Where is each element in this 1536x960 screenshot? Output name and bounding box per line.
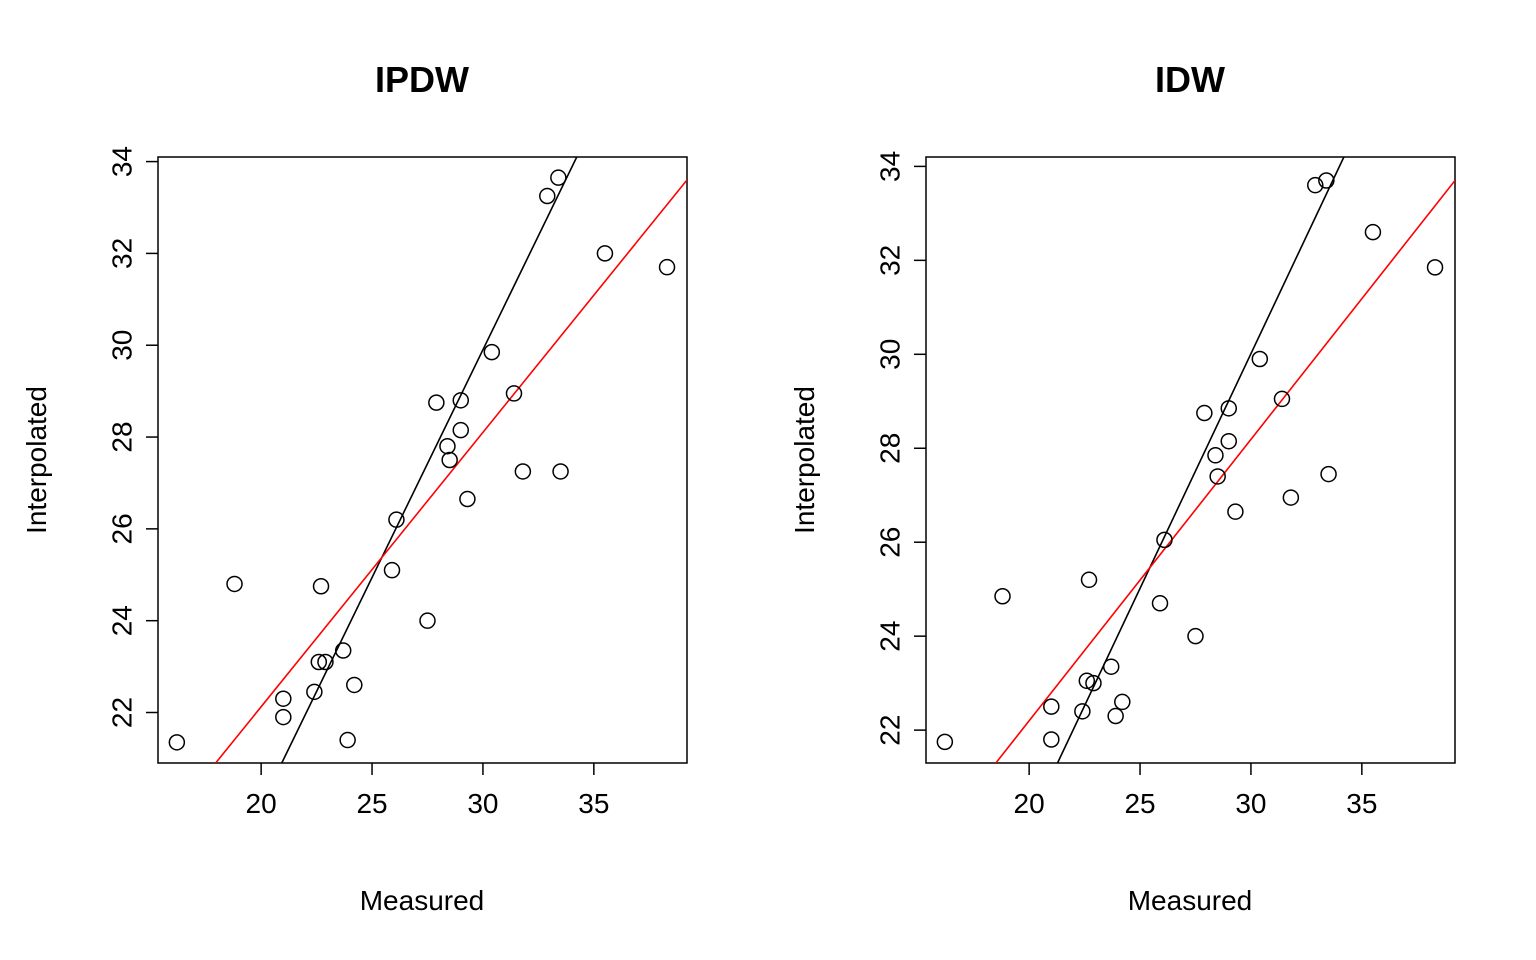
data-point: [550, 169, 567, 186]
x-tick-label: 20: [246, 788, 277, 819]
data-point: [346, 676, 363, 694]
data-point: [1043, 731, 1060, 748]
plot-lines: [215, 157, 687, 763]
panel-title: IDW: [1155, 59, 1225, 100]
data-point: [1196, 404, 1213, 422]
data-point: [1220, 432, 1238, 450]
data-point: [1043, 698, 1060, 715]
data-point: [1426, 259, 1444, 276]
data-point: [936, 733, 954, 751]
data-point: [514, 463, 532, 480]
data-point: [452, 421, 470, 439]
data-point: [1307, 176, 1324, 194]
y-tick-label: 28: [107, 421, 138, 452]
plot-lines: [995, 157, 1455, 763]
data-point: [1156, 531, 1173, 549]
data-point: [1227, 503, 1244, 520]
data-point: [383, 561, 401, 579]
x-tick-label: 25: [1124, 788, 1155, 819]
x-tick-label: 35: [1346, 788, 1377, 819]
data-point: [275, 690, 292, 707]
y-tick-label: 30: [107, 330, 138, 361]
identity-line: [995, 179, 1455, 763]
data-point: [334, 642, 352, 659]
data-point: [312, 578, 330, 595]
y-tick-label: 34: [875, 151, 906, 182]
fit-line: [281, 157, 578, 763]
y-tick-label: 24: [107, 605, 138, 636]
data-point: [1187, 627, 1204, 645]
data-point: [1114, 693, 1131, 711]
y-tick-label: 28: [875, 433, 906, 464]
data-point: [339, 731, 356, 749]
data-point: [505, 385, 523, 402]
data-point: [1318, 172, 1335, 189]
data-point: [226, 575, 243, 593]
data-point: [1251, 350, 1269, 368]
y-tick-label: 24: [875, 621, 906, 652]
data-point: [419, 612, 436, 629]
data-point: [317, 653, 334, 671]
plot-frame: [157, 156, 688, 764]
data-point: [439, 437, 456, 455]
data-point: [539, 187, 556, 205]
data-point: [441, 451, 458, 469]
data-point: [310, 653, 328, 671]
y-axis-title: Interpolated: [789, 386, 820, 534]
data-point: [452, 392, 470, 409]
y-tick-label: 26: [107, 513, 138, 544]
data-point: [1273, 390, 1291, 408]
data-point: [1364, 223, 1382, 241]
x-axis-title: Measured: [360, 885, 485, 916]
data-point: [1320, 465, 1337, 483]
data-point: [658, 258, 676, 276]
data-point: [1074, 703, 1091, 720]
data-point: [1207, 447, 1224, 464]
data-point: [1078, 672, 1096, 690]
x-tick-label: 20: [1014, 788, 1045, 819]
data-point: [275, 708, 292, 726]
data-point: [306, 683, 323, 701]
y-tick-label: 30: [875, 339, 906, 370]
x-tick-label: 30: [467, 788, 498, 819]
identity-line: [215, 179, 687, 763]
data-point: [1085, 674, 1102, 692]
data-point: [1220, 400, 1238, 417]
y-tick-label: 32: [875, 245, 906, 276]
data-point: [994, 587, 1011, 605]
panel-title: IPDW: [375, 59, 469, 100]
data-point: [1282, 489, 1300, 506]
y-tick-label: 22: [107, 697, 138, 728]
data-point: [1102, 658, 1120, 675]
data-point: [1209, 468, 1226, 485]
data-point: [552, 463, 569, 480]
y-tick-label: 32: [107, 238, 138, 269]
panel-ipdw: IPDW Measured Interpolated 20 25 30 35 22 24 2…: [21, 59, 688, 916]
x-tick-label: 30: [1235, 788, 1266, 819]
x-tick-label: 25: [356, 788, 387, 819]
data-point: [428, 394, 445, 411]
data-point: [1080, 571, 1098, 589]
data-point: [596, 245, 614, 262]
x-axis-title: Measured: [1128, 885, 1253, 916]
y-tick-label: 34: [107, 146, 138, 177]
data-point: [1107, 707, 1124, 725]
plot-frame: [925, 156, 1456, 764]
data-point: [168, 734, 186, 751]
y-axis-title: Interpolated: [21, 386, 52, 534]
data-point: [459, 490, 476, 508]
y-tick-label: 22: [875, 715, 906, 746]
x-tick-label: 35: [578, 788, 609, 819]
fit-line: [1056, 157, 1345, 763]
y-tick-label: 26: [875, 527, 906, 558]
data-point: [388, 511, 405, 528]
data-point: [483, 343, 501, 361]
panel-idw: IDW Measured Interpolated 20 25 30 35 22 24 26…: [789, 59, 1456, 916]
data-point: [1151, 595, 1169, 612]
